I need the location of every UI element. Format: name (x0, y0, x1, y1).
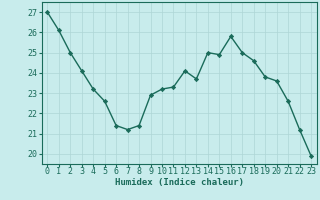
X-axis label: Humidex (Indice chaleur): Humidex (Indice chaleur) (115, 178, 244, 187)
